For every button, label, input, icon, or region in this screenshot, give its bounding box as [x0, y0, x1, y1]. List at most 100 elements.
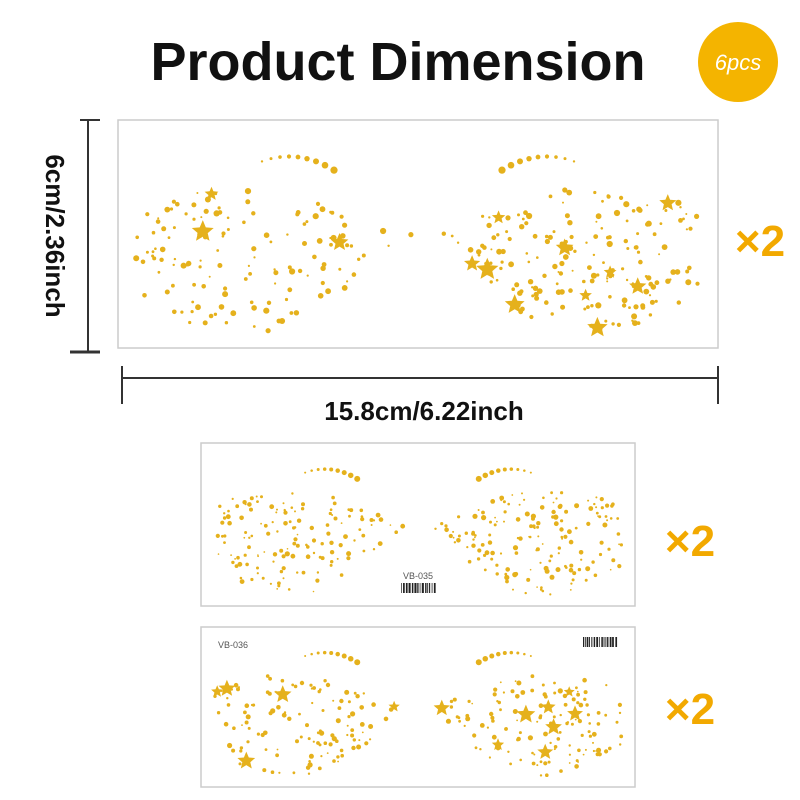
dot [263, 307, 270, 314]
dot [320, 542, 324, 546]
dot [604, 515, 608, 518]
dot [371, 702, 376, 707]
dot [197, 231, 203, 237]
dot [516, 719, 518, 722]
dot [256, 732, 260, 736]
dot [553, 514, 559, 520]
brow-dot [322, 467, 327, 471]
dot [492, 692, 497, 697]
barcode-bar [598, 637, 600, 647]
barcode-bar [615, 637, 618, 647]
dot [281, 712, 287, 718]
dot [549, 741, 552, 745]
barcode-bar [596, 637, 599, 647]
dot [516, 738, 520, 742]
dot [623, 238, 628, 244]
dot [251, 305, 257, 311]
dot [606, 194, 611, 199]
dot [294, 510, 296, 513]
width-label: 15.8cm/6.22inch [324, 396, 523, 426]
dot [252, 703, 256, 707]
dot [544, 234, 549, 239]
dot [159, 257, 164, 262]
dot [589, 278, 595, 284]
dot [626, 247, 630, 250]
dot [568, 744, 571, 747]
dot [570, 582, 573, 585]
dot [260, 522, 262, 525]
brow-dot [529, 471, 532, 474]
dot [477, 548, 482, 553]
dot [524, 511, 530, 517]
dot [487, 540, 493, 545]
brow-dot [502, 650, 507, 655]
dot [292, 771, 296, 775]
dot [213, 312, 218, 316]
dot [560, 519, 564, 523]
dot [636, 250, 641, 254]
dot [502, 691, 505, 694]
dot [517, 290, 523, 296]
dot [552, 715, 556, 719]
dot [685, 279, 692, 286]
dot [329, 563, 333, 567]
dot [151, 250, 155, 254]
dot [559, 527, 564, 532]
dot [512, 709, 518, 714]
dot [302, 241, 307, 246]
sticker-code: VB-036 [218, 640, 248, 650]
brow-dot [335, 651, 340, 657]
dot [312, 551, 316, 555]
dot [571, 578, 575, 582]
dot [685, 269, 690, 274]
dot [593, 234, 599, 240]
dot [536, 521, 541, 526]
dot [245, 199, 251, 205]
dot [483, 553, 487, 558]
dot [195, 304, 201, 311]
dot [221, 534, 224, 538]
brow-dot [295, 154, 301, 160]
dot [449, 705, 454, 709]
barcode-bar [425, 583, 427, 593]
brow-dot [563, 157, 567, 161]
brow-dot [347, 472, 354, 479]
dot [434, 527, 437, 530]
dot [472, 538, 475, 541]
dot [135, 235, 139, 240]
star [545, 718, 562, 735]
dot [586, 713, 591, 717]
dot [151, 230, 156, 235]
dot [646, 275, 652, 281]
dot [496, 520, 498, 523]
dot [316, 571, 320, 574]
dot [255, 495, 258, 498]
dot [659, 222, 663, 226]
dot [593, 190, 597, 195]
dot [356, 744, 362, 750]
brow-dot [489, 470, 495, 476]
dot [583, 690, 588, 695]
dot [602, 522, 608, 528]
dot [487, 272, 491, 276]
dot [330, 560, 334, 564]
dot [582, 677, 587, 683]
dot [598, 552, 603, 557]
dot [223, 286, 228, 291]
dot [633, 245, 638, 250]
star [555, 238, 574, 256]
dot [512, 588, 514, 591]
dot [288, 520, 292, 524]
dot [611, 558, 616, 563]
dot [377, 541, 383, 546]
dot [505, 567, 511, 572]
dot [256, 572, 259, 575]
dot [337, 760, 339, 763]
dot [544, 238, 551, 245]
dot [491, 734, 497, 740]
dot [575, 686, 578, 690]
dot [619, 543, 624, 547]
dot [338, 267, 342, 271]
dot [533, 291, 539, 297]
dot [318, 729, 322, 733]
